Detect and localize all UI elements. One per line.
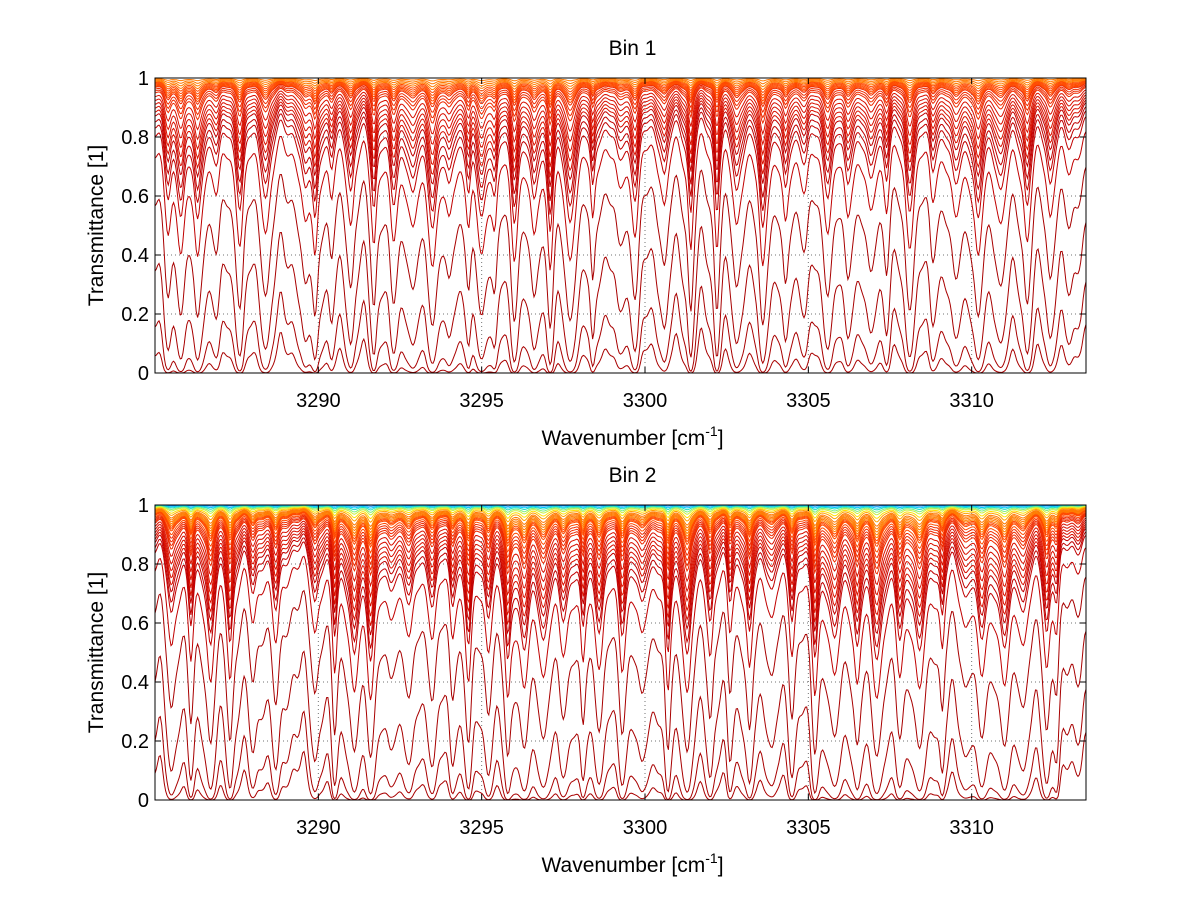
transmittance-series-line — [155, 78, 1086, 82]
transmittance-series-line — [155, 106, 1086, 202]
transmittance-series-line — [155, 514, 1086, 571]
transmittance-series-line — [155, 116, 1086, 232]
transmittance-series-line — [155, 281, 1086, 373]
y-tick-label: 0 — [138, 790, 149, 812]
transmittance-series-line — [155, 521, 1086, 607]
x-tick-label: 3300 — [623, 817, 668, 839]
transmittance-series-line — [155, 508, 1086, 531]
transmittance-series-line — [155, 97, 1086, 168]
transmittance-series-line — [155, 81, 1086, 100]
y-tick-label: 0.8 — [121, 554, 149, 576]
y-tick-label: 0.4 — [121, 245, 149, 267]
transmittance-series-line — [155, 102, 1086, 187]
transmittance-series-line — [155, 511, 1086, 554]
transmittance-series-line — [155, 166, 1086, 329]
transmittance-series-line — [155, 81, 1086, 97]
transmittance-series-line — [155, 84, 1086, 115]
x-axis-label: Wavenumber [cm-1] — [541, 850, 723, 877]
band-series-line — [155, 504, 1086, 509]
y-tick-label: 0.6 — [121, 613, 149, 635]
transmittance-series-line — [155, 576, 1086, 758]
transmittance-series-line — [155, 324, 1086, 373]
x-tick-label: 3310 — [949, 390, 994, 412]
band-series-line — [155, 505, 1086, 516]
transmittance-series-line — [155, 528, 1086, 636]
transmittance-series-line — [155, 85, 1086, 121]
transmittance-series-line — [155, 110, 1086, 215]
transmittance-series-line — [155, 534, 1086, 662]
transmittance-series-line — [155, 99, 1086, 178]
transmittance-series-line — [155, 509, 1086, 537]
transmittance-series-line — [155, 91, 1086, 147]
axes-frame — [154, 504, 1087, 801]
transmittance-series-line — [155, 523, 1086, 617]
series-group — [155, 504, 1086, 800]
y-axis-label: Transmittance [1] — [85, 572, 108, 733]
transmittance-series-line — [155, 82, 1086, 106]
x-tick-label: 3305 — [786, 390, 831, 412]
x-axis-label: Wavenumber [cm-1] — [541, 423, 723, 450]
transmittance-series-line — [155, 510, 1086, 543]
y-tick-label: 0 — [138, 363, 149, 385]
transmittance-series-line — [155, 689, 1086, 800]
transmittance-series-line — [155, 547, 1086, 701]
x-tick-label: 3290 — [296, 817, 341, 839]
transmittance-series-line — [155, 519, 1086, 599]
transmittance-series-line — [155, 512, 1086, 560]
subplot-bin-1: 3290 3295 3300 3305 3310 0 0.2 0.4 0.6 0.8 1 Bin 1 W… — [85, 37, 1087, 450]
transmittance-series-line — [155, 517, 1086, 588]
x-tick-label: 3310 — [949, 817, 994, 839]
y-tick-label: 0.8 — [121, 127, 149, 149]
transmittance-series-line — [155, 80, 1086, 94]
transmittance-series-line — [155, 89, 1086, 136]
transmittance-series-line — [155, 222, 1086, 366]
x-tick-label: 3295 — [459, 390, 504, 412]
transmittance-series-line — [155, 507, 1086, 528]
y-tick-label: 1 — [138, 495, 149, 517]
subplot-bin-2: 3290 3295 3300 3305 3310 0 0.2 0.4 0.6 0.8 1 Bin 2 W… — [85, 464, 1087, 877]
y-axis-label: Transmittance [1] — [85, 145, 108, 306]
x-tick-label: 3295 — [459, 817, 504, 839]
transmittance-series-line — [155, 630, 1086, 795]
transmittance-series-line — [155, 94, 1086, 158]
y-tick-label: 0.2 — [121, 304, 149, 326]
series-group — [155, 77, 1086, 373]
transmittance-series-line — [155, 515, 1086, 577]
x-tick-label: 3300 — [623, 390, 668, 412]
y-tick-label: 0.6 — [121, 186, 149, 208]
transmittance-series-line — [155, 131, 1086, 271]
transmittance-series-line — [155, 79, 1086, 88]
transmittance-series-line — [155, 513, 1086, 566]
transmittance-series-line — [155, 509, 1086, 540]
x-tick-label: 3305 — [786, 817, 831, 839]
transmittance-series-line — [155, 531, 1086, 649]
transmittance-series-line — [155, 83, 1086, 109]
transmittance-series-line — [155, 87, 1086, 127]
y-tick-label: 0.2 — [121, 731, 149, 753]
transmittance-series-line — [155, 82, 1086, 103]
transmittance-series-line — [155, 78, 1086, 85]
y-tick-label: 0.4 — [121, 672, 149, 694]
band-series-line — [155, 505, 1086, 511]
band-series-line — [155, 505, 1086, 513]
transmittance-series-line — [155, 79, 1086, 91]
axes-frame — [154, 77, 1087, 374]
transmittance-series-line — [155, 526, 1086, 626]
y-tick-label: 1 — [138, 68, 149, 90]
x-tick-label: 3290 — [296, 390, 341, 412]
band-series-line — [155, 506, 1086, 520]
transmittance-series-line — [155, 508, 1086, 534]
band-series-line — [155, 507, 1086, 523]
transmittance-series-line — [155, 510, 1086, 549]
chart-title: Bin 2 — [609, 464, 657, 487]
chart-title: Bin 1 — [609, 37, 657, 60]
